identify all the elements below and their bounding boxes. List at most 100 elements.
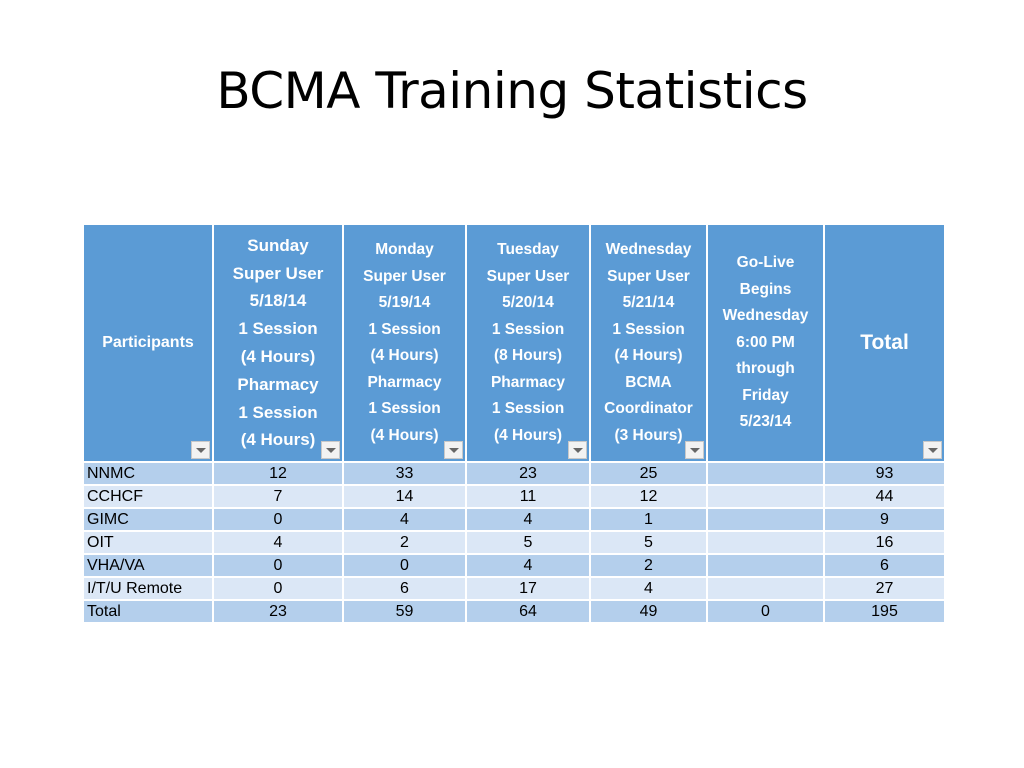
row-label: GIMC bbox=[82, 507, 214, 532]
table-cell: 2 bbox=[342, 530, 467, 555]
filter-dropdown-button[interactable] bbox=[191, 441, 210, 459]
table-cell: 0 bbox=[212, 576, 344, 601]
table-cell: 93 bbox=[823, 461, 946, 486]
header-line: (3 Hours) bbox=[614, 426, 683, 444]
header-line: Total bbox=[860, 330, 909, 354]
row-label: NNMC bbox=[82, 461, 214, 486]
table-cell bbox=[706, 461, 825, 486]
header-line: Participants bbox=[102, 333, 194, 351]
header-line: 1 Session bbox=[368, 320, 441, 338]
header-line: Coordinator bbox=[604, 400, 693, 417]
table-cell: 25 bbox=[589, 461, 708, 486]
chevron-down-icon bbox=[448, 447, 459, 453]
table-cell: 195 bbox=[823, 599, 946, 624]
filter-dropdown-button[interactable] bbox=[923, 441, 942, 459]
table-cell: 2 bbox=[589, 553, 708, 578]
table-cell: 11 bbox=[465, 484, 591, 509]
table-cell: 4 bbox=[465, 507, 591, 532]
table-cell: 6 bbox=[342, 576, 467, 601]
row-label: VHA/VA bbox=[82, 553, 214, 578]
row-label: OIT bbox=[82, 530, 214, 555]
table-row: VHA/VA 0 0 4 2 6 bbox=[82, 553, 946, 578]
table-row: GIMC 0 4 4 1 9 bbox=[82, 507, 946, 532]
table-cell: 33 bbox=[342, 461, 467, 486]
header-line: Tuesday bbox=[497, 241, 559, 258]
table-row: CCHCF 7 14 11 12 44 bbox=[82, 484, 946, 509]
header-line: Pharmacy bbox=[367, 373, 442, 391]
table-cell: 23 bbox=[465, 461, 591, 486]
header-line: Wednesday bbox=[722, 307, 809, 325]
header-line: Super User bbox=[232, 263, 324, 283]
header-line: Super User bbox=[486, 267, 570, 285]
header-sunday: Sunday Super User 5/18/14 1 Session (4 Hours… bbox=[212, 223, 344, 463]
table-row: Total 23 59 64 49 0 195 bbox=[82, 599, 946, 624]
header-line: Super User bbox=[363, 267, 446, 285]
table-row: OIT 4 2 5 5 16 bbox=[82, 530, 946, 555]
table-cell: 0 bbox=[212, 553, 344, 578]
table-cell: 16 bbox=[823, 530, 946, 555]
header-wednesday: Wednesday Super User 5/21/14 1 Session (4 Ho… bbox=[589, 223, 708, 463]
header-line: 6:00 PM bbox=[736, 333, 795, 351]
header-line: Wednesday bbox=[605, 241, 692, 258]
table-row: NNMC 12 33 23 25 93 bbox=[82, 461, 946, 486]
table-cell bbox=[706, 484, 825, 509]
table-cell: 44 bbox=[823, 484, 946, 509]
filter-dropdown-button[interactable] bbox=[321, 441, 340, 459]
table-cell: 4 bbox=[589, 576, 708, 601]
header-line: BCMA bbox=[625, 373, 672, 391]
header-participants: Participants bbox=[82, 223, 214, 463]
header-line: (8 Hours) bbox=[493, 347, 563, 364]
table-cell: 4 bbox=[342, 507, 467, 532]
filter-dropdown-button[interactable] bbox=[444, 441, 463, 459]
slide-title: BCMA Training Statistics bbox=[216, 62, 808, 120]
header-line: 5/23/14 bbox=[739, 413, 792, 431]
header-line: 5/21/14 bbox=[622, 294, 675, 311]
header-line: 1 Session bbox=[238, 319, 318, 339]
header-line: 1 Session bbox=[238, 402, 318, 422]
table-row: I/T/U Remote 0 6 17 4 27 bbox=[82, 576, 946, 601]
header-line: 5/19/14 bbox=[378, 294, 431, 311]
header-line: 1 Session bbox=[368, 400, 441, 417]
header-row: Participants Sunday Super User 5/18/14 1 Ses… bbox=[82, 223, 946, 463]
table-cell: 5 bbox=[465, 530, 591, 555]
table-cell bbox=[706, 530, 825, 555]
header-line: Go-Live bbox=[736, 254, 795, 272]
header-monday: Monday Super User 5/19/14 1 Session (4 Hours… bbox=[342, 223, 467, 463]
table-cell bbox=[706, 576, 825, 601]
table-cell: 14 bbox=[342, 484, 467, 509]
header-line: (4 Hours) bbox=[493, 426, 563, 444]
table-cell bbox=[706, 507, 825, 532]
header-tuesday: Tuesday Super User 5/20/14 1 Session (8 Hour… bbox=[465, 223, 591, 463]
table-cell: 4 bbox=[212, 530, 344, 555]
header-line: 5/20/14 bbox=[502, 294, 554, 311]
chevron-down-icon bbox=[572, 447, 583, 453]
chevron-down-icon bbox=[325, 447, 336, 453]
row-label: CCHCF bbox=[82, 484, 214, 509]
table-cell: 1 bbox=[589, 507, 708, 532]
filter-dropdown-button[interactable] bbox=[568, 441, 587, 459]
header-line: (4 Hours) bbox=[240, 347, 316, 366]
table-cell: 12 bbox=[212, 461, 344, 486]
header-line: Friday bbox=[742, 386, 789, 404]
header-line: Pharmacy bbox=[237, 374, 319, 394]
chevron-down-icon bbox=[689, 447, 700, 453]
table-cell: 9 bbox=[823, 507, 946, 532]
header-go-live: Go-Live Begins Wednesday 6:00 PM through Frid… bbox=[706, 223, 825, 463]
table-cell bbox=[706, 553, 825, 578]
row-label: Total bbox=[82, 599, 214, 624]
header-line: Pharmacy bbox=[490, 373, 566, 391]
table-cell: 27 bbox=[823, 576, 946, 601]
table-cell: 7 bbox=[212, 484, 344, 509]
table-cell: 6 bbox=[823, 553, 946, 578]
table-cell: 4 bbox=[465, 553, 591, 578]
header-line: (4 Hours) bbox=[240, 430, 316, 450]
header-total: Total bbox=[823, 223, 946, 463]
table-cell: 64 bbox=[465, 599, 591, 624]
header-line: Sunday bbox=[247, 235, 309, 255]
row-label: I/T/U Remote bbox=[82, 576, 214, 601]
table-body: NNMC 12 33 23 25 93 CCHCF 7 14 11 12 44 GIMC 0 4 4 1 9 OIT… bbox=[82, 461, 946, 624]
header-line: through bbox=[736, 360, 795, 378]
filter-dropdown-button[interactable] bbox=[685, 441, 704, 459]
table-cell: 59 bbox=[342, 599, 467, 624]
table-cell: 5 bbox=[589, 530, 708, 555]
